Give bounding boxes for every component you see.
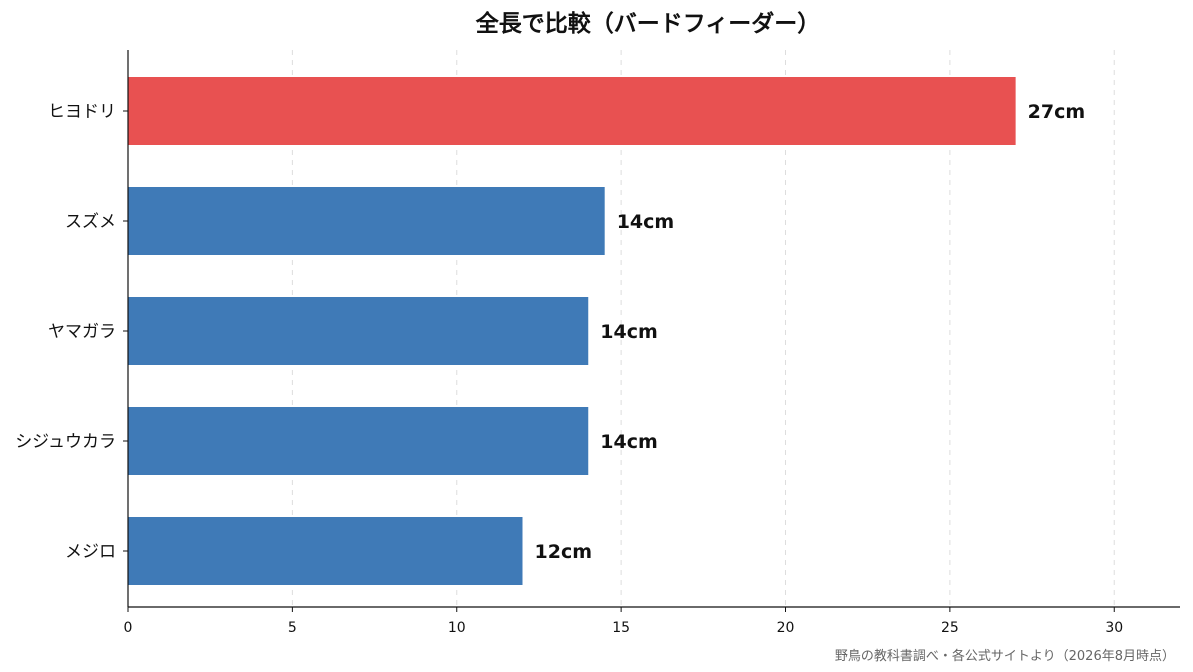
category-label: メジロ [65,542,116,562]
x-tick-label: 30 [1105,620,1123,636]
source-note: 野鳥の教科書調べ・各公式サイトより（2026年8月時点） [834,649,1175,664]
x-tick-label: 25 [941,620,959,636]
category-label: ヒヨドリ [48,102,116,122]
category-label: ヤマガラ [48,322,116,342]
bar-value-label: 12cm [535,541,593,563]
bar [128,517,523,585]
category-label: シジュウカラ [15,432,116,452]
bar-value-label: 14cm [617,211,675,233]
bar-layer: 27cm 14cm 14cm 14cm 12cm [128,77,1085,585]
x-tick-label: 20 [777,620,795,636]
category-label: スズメ [65,212,116,232]
x-tick-label: 10 [448,620,466,636]
bar-value-label: 27cm [1028,101,1086,123]
x-tick-label: 15 [612,620,630,636]
x-tick-label: 0 [124,620,133,636]
bar [128,187,605,255]
bar-value-label: 14cm [600,321,658,343]
x-tick-label: 5 [288,620,297,636]
bar [128,77,1016,145]
bar [128,297,589,365]
bar [128,407,589,475]
chart-title: 全長で比較（バードフィーダー） [475,11,821,37]
bar-value-label: 14cm [600,431,658,453]
